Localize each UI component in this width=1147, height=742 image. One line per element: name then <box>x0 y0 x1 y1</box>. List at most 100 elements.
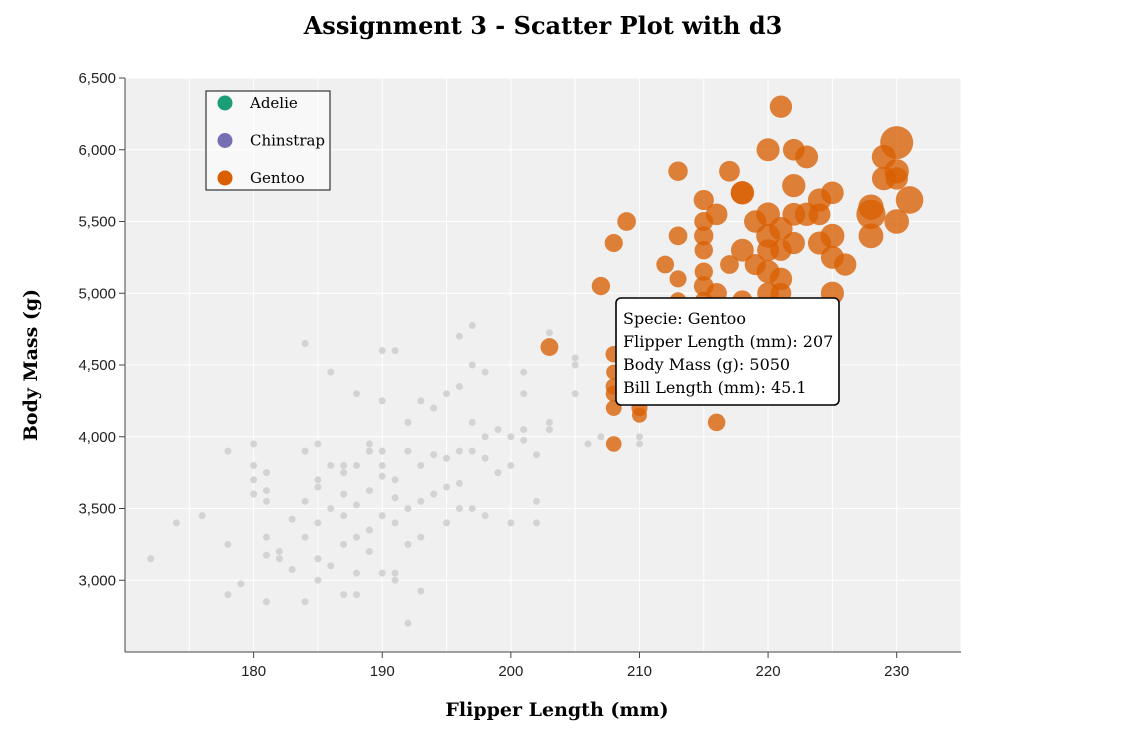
data-point-inactive <box>507 519 515 527</box>
data-point-gentoo <box>694 211 714 232</box>
data-point-inactive <box>275 548 283 556</box>
x-tick-label: 230 <box>884 663 909 680</box>
data-point-inactive <box>262 487 270 495</box>
data-point-inactive <box>455 505 463 512</box>
data-point-inactive <box>520 368 528 376</box>
data-point-inactive <box>520 436 528 444</box>
data-point-inactive <box>378 461 386 469</box>
data-point-inactive <box>404 505 412 512</box>
data-point-inactive <box>327 505 335 512</box>
data-point-inactive <box>443 483 451 491</box>
data-point-inactive <box>288 515 296 523</box>
data-point-inactive <box>417 397 425 405</box>
x-axis: 180 190 200 210 220 230 <box>125 651 961 680</box>
data-point-inactive <box>404 619 412 627</box>
data-point-inactive <box>314 483 322 491</box>
legend-swatch <box>217 95 233 111</box>
data-point-gentoo <box>730 238 754 262</box>
data-point-gentoo <box>782 202 806 226</box>
x-tick-label: 220 <box>756 663 781 680</box>
data-point-gentoo <box>605 436 622 452</box>
data-point-inactive <box>378 569 386 577</box>
data-point-inactive <box>340 469 348 477</box>
y-tick-label: 4,000 <box>78 429 116 446</box>
data-point-inactive <box>365 487 373 495</box>
data-point-gentoo <box>656 255 675 274</box>
data-point-inactive <box>494 469 502 477</box>
data-point-inactive <box>571 390 579 398</box>
data-point-gentoo <box>540 338 559 356</box>
data-point-inactive <box>584 440 592 448</box>
data-point-inactive <box>314 440 322 448</box>
data-point-inactive <box>327 562 335 570</box>
data-point-inactive <box>378 347 386 355</box>
data-point-gentoo <box>884 209 909 234</box>
legend-swatch <box>217 133 233 148</box>
tooltip: Specie: Gentoo Flipper Length (mm): 207 Bo… <box>615 297 840 406</box>
data-point-inactive <box>520 426 528 434</box>
data-point-gentoo <box>782 173 806 198</box>
data-point-inactive <box>404 418 412 426</box>
data-point-inactive <box>455 479 463 487</box>
data-point-gentoo <box>756 138 780 162</box>
gentoo-points <box>540 95 924 452</box>
data-point-inactive <box>250 461 258 469</box>
data-point-inactive <box>198 512 206 520</box>
data-point-inactive <box>262 469 270 477</box>
y-tick-label: 4,500 <box>78 357 116 374</box>
data-point-inactive <box>340 490 348 498</box>
data-point-gentoo <box>808 203 831 226</box>
data-point-inactive <box>327 461 335 469</box>
inactive-points <box>147 322 643 627</box>
data-point-inactive <box>391 476 399 484</box>
data-point-inactive <box>262 598 270 606</box>
data-point-inactive <box>481 433 489 441</box>
data-point-inactive <box>481 512 489 520</box>
data-point-inactive <box>468 361 476 369</box>
data-point-gentoo <box>885 167 908 190</box>
legend-label: Adelie <box>249 94 298 112</box>
chart-title: Assignment 3 - Scatter Plot with d3 <box>303 11 783 40</box>
x-axis-title: Flipper Length (mm) <box>445 699 668 721</box>
data-point-gentoo <box>604 233 623 253</box>
legend-swatch <box>217 170 233 186</box>
data-point-inactive <box>340 591 348 599</box>
data-point-inactive <box>443 390 451 398</box>
data-point-inactive <box>314 476 322 484</box>
data-point-inactive <box>597 433 605 441</box>
data-point-inactive <box>443 454 451 462</box>
data-point-inactive <box>224 540 232 548</box>
data-point-gentoo <box>769 95 793 118</box>
data-point-inactive <box>391 519 399 527</box>
legend-label: Gentoo <box>250 169 305 187</box>
data-point-inactive <box>404 447 412 455</box>
data-point-inactive <box>301 339 309 347</box>
data-point-inactive <box>353 569 361 577</box>
data-point-inactive <box>571 354 579 362</box>
x-tick-label: 190 <box>370 663 395 680</box>
data-point-inactive <box>314 519 322 527</box>
data-point-gentoo <box>856 199 886 229</box>
data-point-gentoo <box>895 186 924 214</box>
data-point-inactive <box>430 451 438 459</box>
data-point-gentoo <box>631 407 647 423</box>
data-point-gentoo <box>720 255 739 274</box>
data-point-inactive <box>172 519 180 527</box>
y-tick-label: 3,500 <box>78 501 116 518</box>
data-point-inactive <box>353 533 361 541</box>
data-point-inactive <box>507 433 515 441</box>
legend-label: Chinstrap <box>250 132 325 150</box>
data-point-inactive <box>378 472 386 480</box>
data-point-inactive <box>455 332 463 340</box>
data-point-inactive <box>327 368 335 376</box>
data-point-gentoo <box>730 181 754 205</box>
data-point-inactive <box>533 519 541 527</box>
data-point-inactive <box>365 447 373 455</box>
data-point-inactive <box>417 497 425 505</box>
y-axis-title: Body Mass (g) <box>20 289 42 441</box>
data-point-inactive <box>417 587 425 595</box>
data-point-inactive <box>262 533 270 541</box>
data-point-gentoo <box>617 212 636 231</box>
data-point-inactive <box>275 555 283 563</box>
